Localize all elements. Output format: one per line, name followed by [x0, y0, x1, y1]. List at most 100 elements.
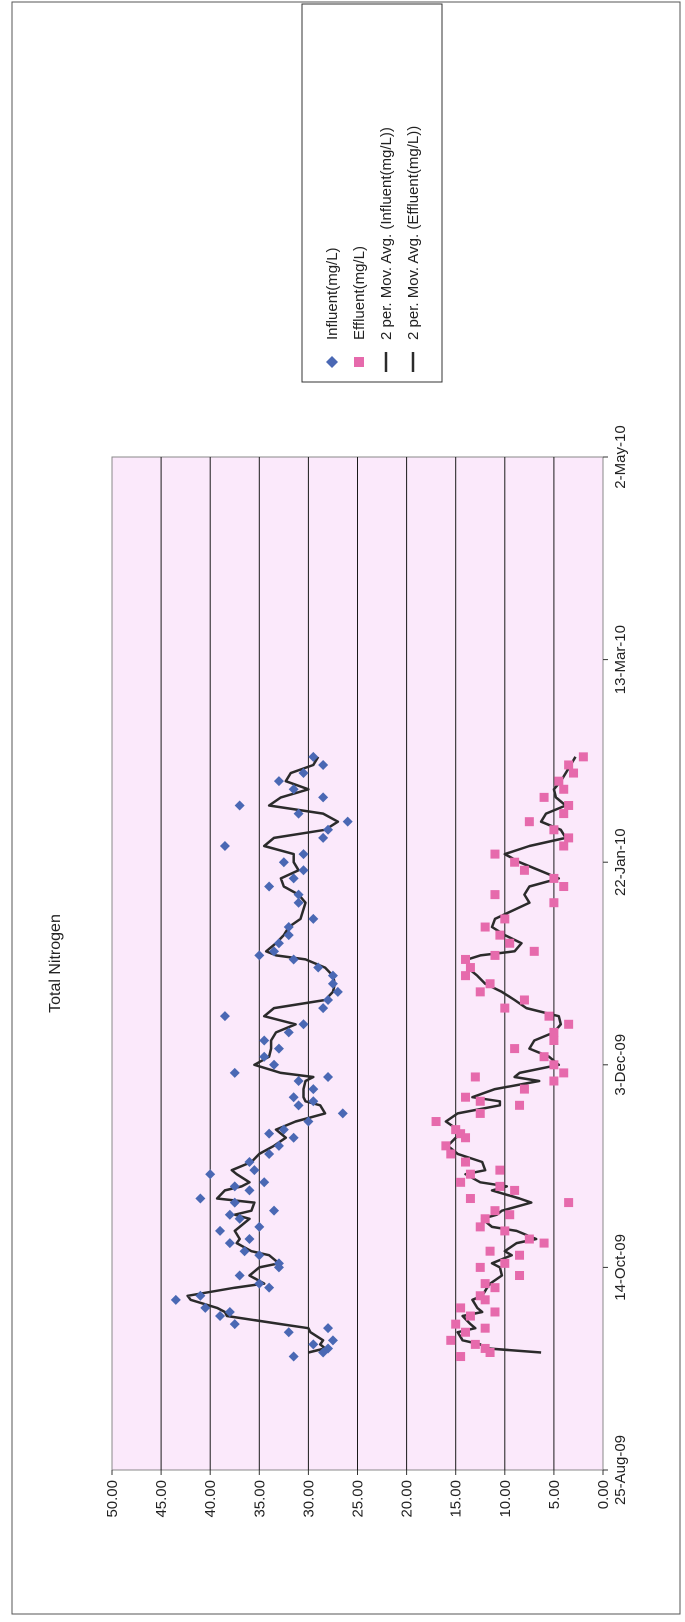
effluent-point — [500, 1258, 510, 1268]
effluent-point — [519, 995, 529, 1005]
effluent-point — [500, 1226, 510, 1236]
x-tick-label: 25-Aug-09 — [612, 1435, 629, 1505]
influent-point — [327, 978, 338, 989]
influent-point — [308, 913, 319, 924]
legend: Influent(mg/L) Effluent(mg/L) 2 per. Mov. … — [301, 3, 443, 383]
influent-point — [318, 792, 329, 803]
y-tick-label: 35.00 — [251, 1480, 268, 1518]
moving-average-line — [444, 756, 577, 1354]
effluent-point — [490, 1307, 500, 1317]
effluent-point — [475, 1096, 485, 1106]
influent-point — [273, 776, 284, 787]
influent-point — [298, 768, 309, 779]
influent-point — [293, 808, 304, 819]
effluent-point — [524, 1234, 534, 1244]
effluent-point — [510, 1044, 520, 1054]
influent-point — [254, 950, 265, 961]
influent-point — [244, 1185, 255, 1196]
effluent-point — [431, 1117, 441, 1127]
x-tick-label: 3-Dec-09 — [612, 1034, 629, 1096]
influent-point — [264, 881, 275, 892]
effluent-point — [544, 1011, 554, 1021]
effluent-point — [510, 857, 520, 867]
influent-point — [318, 759, 329, 770]
effluent-point — [441, 1141, 451, 1151]
influent-point — [298, 849, 309, 860]
effluent-point — [515, 1100, 525, 1110]
influent-point — [298, 1019, 309, 1030]
effluent-point — [495, 1181, 505, 1191]
y-tick-label: 30.00 — [300, 1480, 317, 1518]
effluent-point — [564, 760, 574, 770]
influent-point — [323, 994, 334, 1005]
legend-label: 2 per. Mov. Avg. (Influent(mg/L)) — [378, 127, 395, 340]
influent-point — [342, 816, 353, 827]
influent-point — [293, 889, 304, 900]
y-tick-label: 25.00 — [350, 1480, 367, 1518]
effluent-point — [564, 1198, 574, 1208]
effluent-point — [470, 1339, 480, 1349]
x-tick-label: 13-Mar-10 — [612, 625, 629, 694]
effluent-point — [461, 1092, 471, 1102]
effluent-point — [505, 938, 515, 948]
effluent-point — [485, 1246, 495, 1256]
y-tick-label: 45.00 — [153, 1480, 170, 1518]
legend-influent-marker — [326, 356, 338, 368]
influent-point — [219, 1011, 230, 1022]
influent-point — [288, 954, 299, 965]
effluent-point — [461, 1157, 471, 1167]
effluent-point — [500, 1003, 510, 1013]
effluent-point — [470, 1072, 480, 1082]
y-tick-label: 20.00 — [399, 1480, 416, 1518]
effluent-point — [490, 890, 500, 900]
effluent-point — [519, 1084, 529, 1094]
influent-point — [224, 1238, 235, 1249]
effluent-point — [529, 946, 539, 956]
effluent-point — [446, 1335, 456, 1345]
influent-point — [293, 897, 304, 908]
effluent-point — [446, 1149, 456, 1159]
effluent-point — [564, 800, 574, 810]
moving-average-lines — [186, 756, 577, 1354]
influent-point — [288, 784, 299, 795]
x-axis-ticks: 25-Aug-09 14-Oct-09 3-Dec-09 22-Jan-10 13-Ma… — [603, 425, 629, 1505]
x-tick-label: 22-Jan-10 — [612, 828, 629, 896]
effluent-point — [549, 1076, 559, 1086]
effluent-point — [475, 1222, 485, 1232]
influent-point — [234, 1213, 245, 1224]
influent-point — [273, 938, 284, 949]
effluent-point — [495, 1165, 505, 1175]
effluent-point — [505, 1210, 515, 1220]
effluent-point — [475, 1262, 485, 1272]
influent-point — [308, 751, 319, 762]
effluent-point — [549, 1027, 559, 1037]
effluent-point — [564, 833, 574, 843]
influent-point — [318, 1003, 329, 1014]
influent-point — [229, 1181, 240, 1192]
effluent-point — [490, 849, 500, 859]
influent-point — [278, 857, 289, 868]
legend-label: 2 per. Mov. Avg. (Effluent(mg/L)) — [405, 126, 422, 340]
legend-effluent-marker — [354, 357, 364, 367]
effluent-point — [569, 768, 579, 778]
y-tick-label: 5.00 — [546, 1480, 563, 1509]
effluent-point — [480, 1214, 490, 1224]
influent-point — [332, 986, 343, 997]
influent-point — [313, 962, 324, 973]
x-tick-label: 14-Oct-09 — [612, 1234, 629, 1301]
grid-lines — [160, 457, 555, 1470]
effluent-point — [549, 898, 559, 908]
influent-point — [269, 1205, 280, 1216]
effluent-point — [539, 1238, 549, 1248]
effluent-point — [480, 1323, 490, 1333]
effluent-point — [524, 817, 534, 827]
effluent-point — [465, 1311, 475, 1321]
influent-point — [215, 1225, 226, 1236]
effluent-point — [490, 1283, 500, 1293]
effluent-point — [519, 865, 529, 875]
effluent-point — [461, 971, 471, 981]
chart-title: Total Nitrogen — [47, 914, 64, 1013]
influent-point — [283, 922, 294, 933]
effluent-point — [549, 1035, 559, 1045]
